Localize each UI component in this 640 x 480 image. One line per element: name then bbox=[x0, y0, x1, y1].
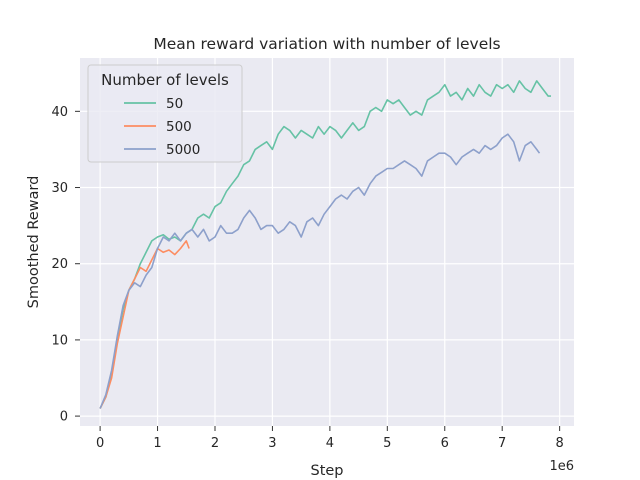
x-tick-label: 5 bbox=[383, 436, 391, 451]
y-tick-label: 20 bbox=[51, 257, 68, 272]
x-tick-label: 6 bbox=[441, 436, 449, 451]
legend-box bbox=[87, 64, 243, 163]
x-tick-label: 1 bbox=[153, 436, 161, 451]
y-tick-label: 30 bbox=[51, 181, 68, 196]
chart-title: Mean reward variation with number of lev… bbox=[153, 35, 500, 53]
legend-label-500: 500 bbox=[166, 119, 192, 135]
legend-title: Number of levels bbox=[101, 71, 229, 89]
series-line-50 bbox=[99, 80, 551, 409]
x-tick-label: 8 bbox=[555, 436, 563, 451]
y-tick-label: 0 bbox=[60, 410, 68, 425]
series-lines bbox=[99, 80, 551, 409]
x-tick-label: 0 bbox=[96, 436, 104, 451]
x-tick-label: 3 bbox=[268, 436, 276, 451]
legend-label-5000: 5000 bbox=[166, 142, 200, 158]
x-tick-label: 4 bbox=[326, 436, 334, 451]
x-tick-label: 2 bbox=[211, 436, 219, 451]
x-tick-label: 7 bbox=[498, 436, 506, 451]
y-tick-label: 10 bbox=[51, 333, 68, 348]
y-tick-label: 40 bbox=[51, 105, 68, 120]
legend: Number of levels 50 500 5000 bbox=[87, 64, 243, 163]
legend-entries: 50 500 5000 bbox=[124, 96, 200, 158]
x-axis-offset-label: 1e6 bbox=[549, 459, 574, 474]
tick-labels: 0 1 2 3 4 5 6 7 8 0 10 20 30 40 bbox=[51, 105, 563, 451]
series-line-5000 bbox=[99, 133, 541, 409]
legend-label-50: 50 bbox=[166, 96, 183, 112]
series-line-500 bbox=[99, 240, 190, 409]
x-axis-label: Step bbox=[310, 463, 343, 479]
y-axis-label: Smoothed Reward bbox=[26, 176, 42, 309]
